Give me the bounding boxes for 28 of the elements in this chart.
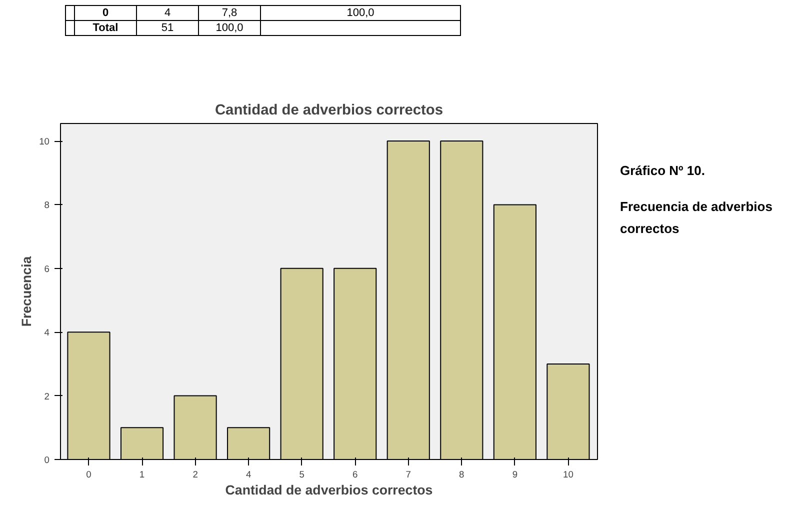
text: 100,0 [198, 20, 260, 36]
y-tick-label: 0 [44, 455, 50, 465]
x-tick-label: 2 [192, 470, 198, 480]
x-tick-label: 0 [86, 470, 92, 480]
x-axis-title: Cantidad de adverbios correctos [225, 482, 433, 498]
x-tick-label: 6 [352, 470, 358, 480]
text: 51 [136, 20, 198, 36]
x-tick-label: 7 [406, 470, 411, 480]
chart-title: Cantidad de adverbios correctos [214, 102, 444, 118]
text: 0 [74, 6, 136, 20]
text: 7,8 [198, 6, 260, 20]
y-tick-label: 10 [39, 136, 50, 147]
y-tick-label: 6 [44, 264, 50, 274]
x-tick-label: 8 [459, 470, 464, 480]
text: 100,0 [260, 6, 460, 20]
text: Frecuencia de adverbios correctos [620, 198, 774, 238]
x-tick-label: 10 [563, 470, 574, 480]
text: Total [74, 20, 136, 36]
x-tick-label: 9 [512, 470, 518, 480]
x-tick-label: 5 [299, 470, 304, 480]
y-axis-title: Frecuencia [19, 256, 34, 327]
y-tick-label: 4 [44, 328, 50, 338]
y-tick-label: 8 [44, 200, 50, 210]
text: 4 [136, 6, 198, 20]
text: Gráfico Nº 10. [620, 162, 706, 180]
y-tick-label: 2 [44, 391, 50, 402]
x-tick-label: 1 [139, 470, 145, 480]
x-tick-label: 4 [246, 470, 252, 480]
